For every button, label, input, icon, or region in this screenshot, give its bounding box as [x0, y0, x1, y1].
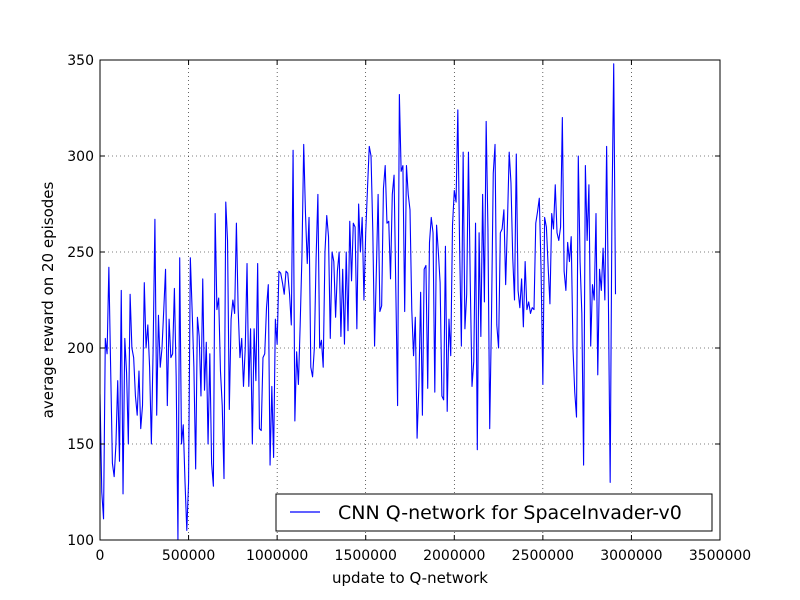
x-tick-label: 0: [96, 548, 105, 564]
y-tick-label: 200: [67, 341, 94, 357]
y-axis-label: average reward on 20 episodes: [39, 181, 57, 418]
series-layer: [100, 63, 617, 540]
grid: [100, 60, 720, 540]
x-tick-label: 3500000: [689, 548, 751, 564]
x-tick-label: 500000: [162, 548, 215, 564]
series-line: [100, 63, 617, 540]
legend-box: [275, 493, 713, 532]
x-tick-label: 2000000: [423, 548, 485, 564]
y-tick-label: 100: [67, 533, 94, 549]
ticks: [99, 59, 721, 541]
x-tick-label: 3000000: [600, 548, 662, 564]
x-tick-label: 1000000: [246, 548, 308, 564]
legend: CNN Q-network for SpaceInvader-v0: [275, 493, 713, 532]
y-tick-label: 300: [67, 149, 94, 165]
tick-labels: 0 500000 1000000 1500000 2000000 2500000 30000…: [67, 53, 751, 564]
plot-frame: [99, 59, 721, 541]
x-tick-label: 1500000: [335, 548, 397, 564]
x-tick-label: 2500000: [512, 548, 574, 564]
y-tick-label: 250: [67, 245, 94, 261]
legend-label: CNN Q-network for SpaceInvader-v0: [338, 502, 682, 524]
y-tick-label: 150: [67, 437, 94, 453]
x-axis-label: update to Q-network: [332, 569, 488, 587]
plot-area: [100, 60, 720, 540]
y-tick-label: 350: [67, 53, 94, 69]
